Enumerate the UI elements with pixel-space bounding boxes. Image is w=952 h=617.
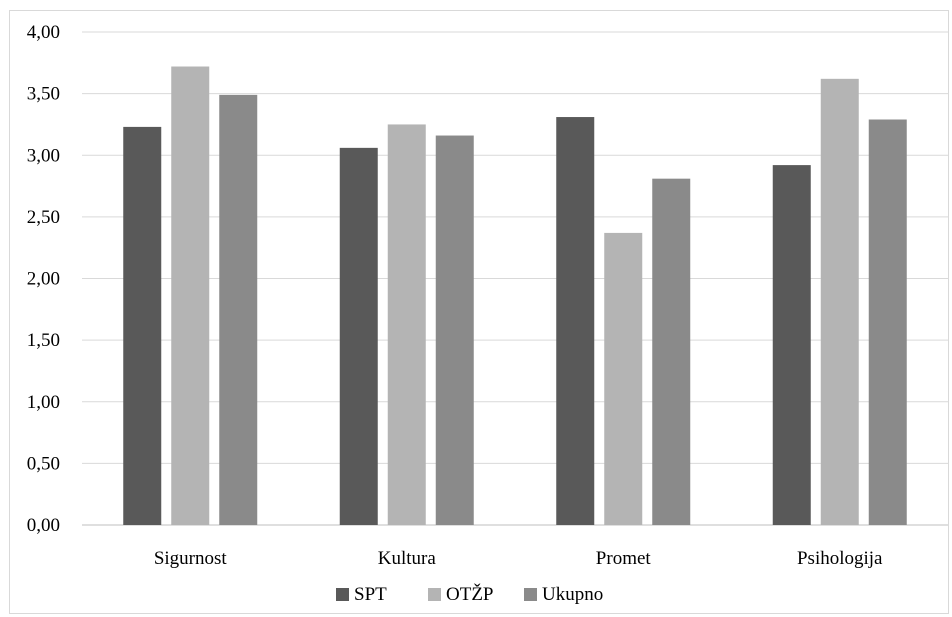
y-tick-label: 1,00 xyxy=(27,392,60,413)
legend-swatch xyxy=(524,588,537,601)
category-label: Sigurnost xyxy=(154,548,228,569)
y-tick-label: 2,50 xyxy=(27,207,60,228)
y-tick-label: 0,00 xyxy=(27,515,60,536)
x-axis: Sigurnost Kultura Promet Psihologija xyxy=(154,548,883,569)
y-tick-label: 3,50 xyxy=(27,84,60,105)
bar-otžp-kultura xyxy=(387,124,426,525)
category-label: Promet xyxy=(596,548,652,569)
bars xyxy=(123,66,907,526)
bar-ukupno-sigurnost xyxy=(219,94,258,526)
bar-otžp-psihologija xyxy=(820,78,859,526)
bar-spt-promet xyxy=(556,117,595,525)
bar-spt-kultura xyxy=(339,147,378,526)
y-tick-label: 1,50 xyxy=(27,330,60,351)
bar-spt-sigurnost xyxy=(123,126,162,525)
y-axis: 0,00 0,50 1,00 1,50 2,00 2,50 3,00 3,50 4,00 xyxy=(27,22,60,536)
y-tick-label: 2,00 xyxy=(27,269,60,290)
legend: SPT OTŽP Ukupno xyxy=(336,583,603,605)
bar-spt-psihologija xyxy=(772,165,811,526)
legend-label: Ukupno xyxy=(542,584,603,605)
category-label: Psihologija xyxy=(797,548,883,569)
bar-ukupno-kultura xyxy=(435,135,474,525)
legend-label: SPT xyxy=(354,584,387,605)
bar-ukupno-psihologija xyxy=(868,119,907,525)
y-tick-label: 3,00 xyxy=(27,145,60,166)
bar-otžp-promet xyxy=(604,232,643,525)
legend-label: OTŽP xyxy=(446,583,494,605)
gridlines xyxy=(82,31,948,526)
y-tick-label: 4,00 xyxy=(27,22,60,43)
bar-otžp-sigurnost xyxy=(171,66,210,525)
y-tick-label: 0,50 xyxy=(27,453,60,474)
legend-swatch xyxy=(428,588,441,601)
bar-ukupno-promet xyxy=(652,178,691,526)
legend-swatch xyxy=(336,588,349,601)
category-label: Kultura xyxy=(378,548,437,569)
